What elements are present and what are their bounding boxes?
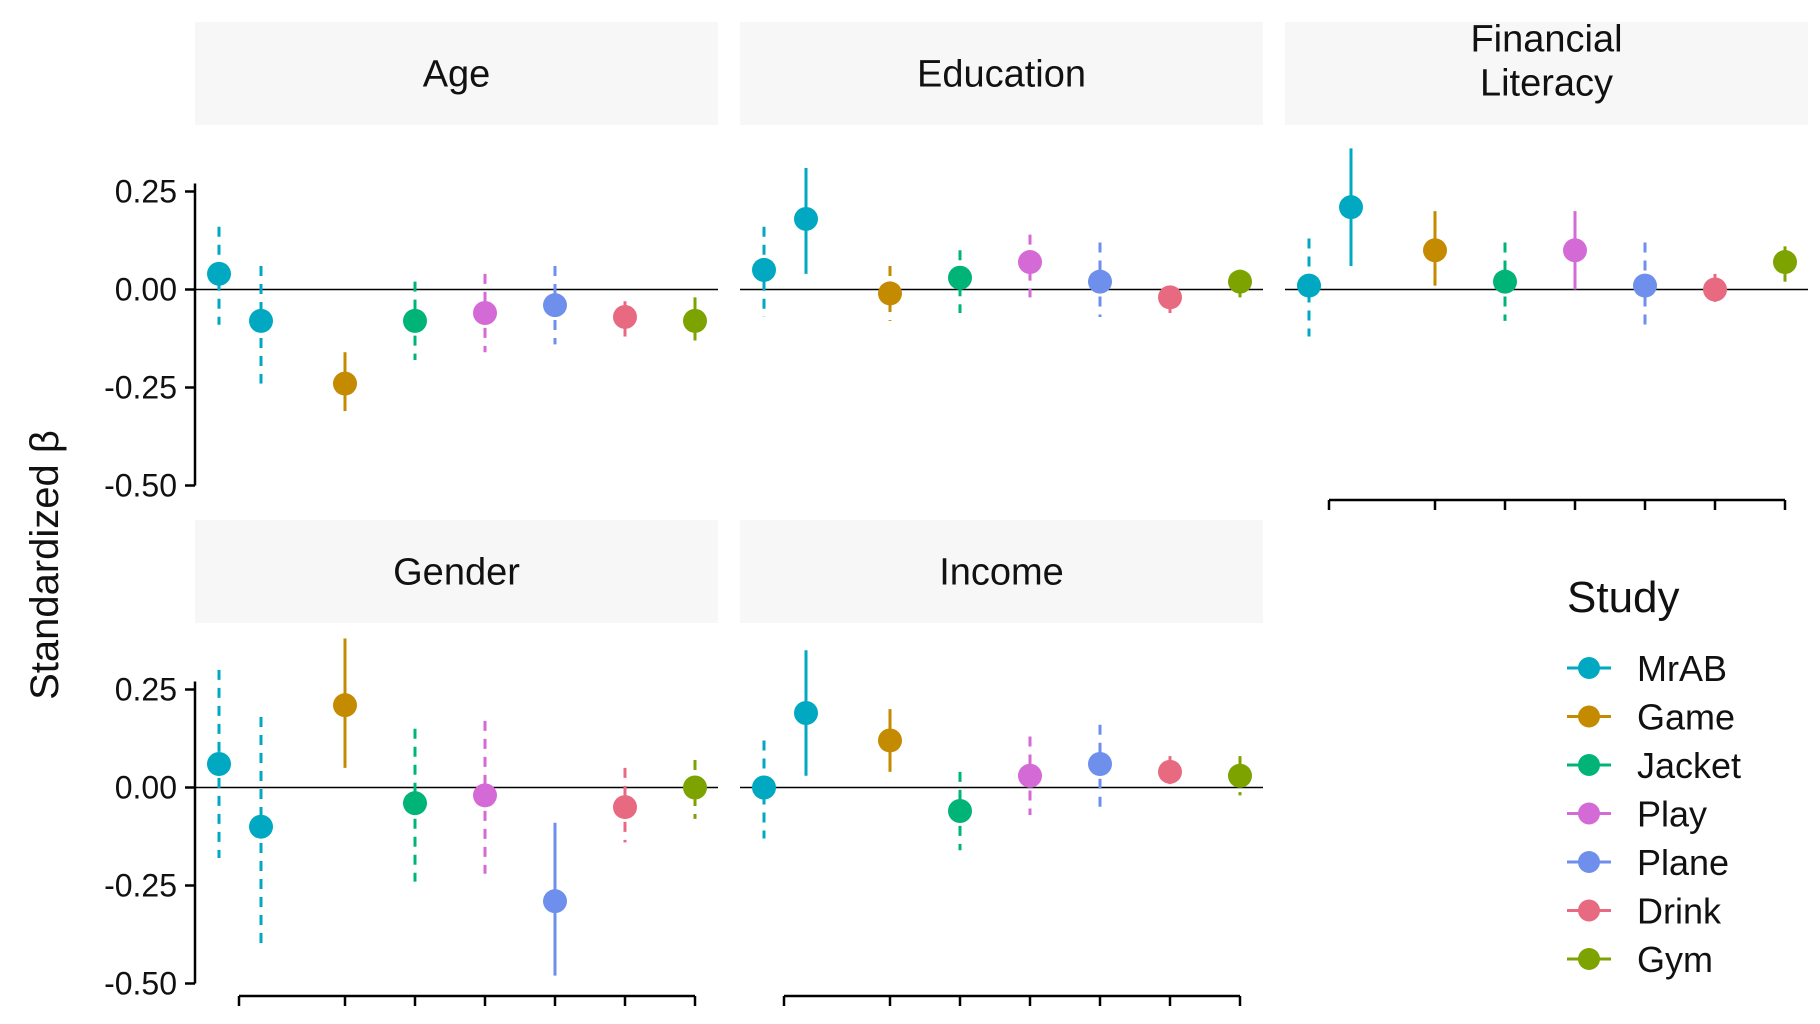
panel-financial-literacy: Financial Literacy <box>1285 19 1808 510</box>
legend-marker <box>1578 948 1600 970</box>
y-tick-label: 0.00 <box>115 272 177 308</box>
point-gym <box>1228 763 1252 788</box>
legend-title: Study <box>1567 573 1680 622</box>
point-play <box>1018 763 1042 788</box>
facet-title: Financial Literacy <box>1470 19 1622 105</box>
legend-marker <box>1578 802 1600 825</box>
point-drink <box>1703 277 1727 302</box>
point-jacket <box>403 791 427 816</box>
legend-label: MrAB <box>1637 648 1727 689</box>
point-mrab <box>207 751 231 776</box>
point-drink <box>1158 285 1182 310</box>
point-game <box>333 371 357 396</box>
point-mrab <box>752 257 776 282</box>
y-axis-label: Standardized β <box>23 430 67 700</box>
point-drink <box>1158 759 1182 784</box>
facet-title: Gender <box>393 552 520 594</box>
legend-item-jacket: Jacket <box>1567 745 1741 786</box>
point-mrab <box>794 206 818 231</box>
point-gym <box>1773 250 1797 275</box>
point-game <box>878 728 902 753</box>
legend-item-gym: Gym <box>1567 939 1713 980</box>
point-mrab <box>794 701 818 726</box>
facet-strip <box>740 22 1263 125</box>
point-play <box>473 783 497 808</box>
point-mrab <box>249 814 273 839</box>
point-jacket <box>948 799 972 824</box>
point-gym <box>683 775 707 800</box>
facet-strip <box>1285 22 1808 125</box>
facet-title: Age <box>423 54 491 96</box>
legend-label: Drink <box>1637 891 1722 932</box>
y-tick-label: -0.25 <box>104 868 177 904</box>
panel-income: Income <box>740 520 1263 1006</box>
point-play <box>1563 238 1587 263</box>
facet-strip <box>195 520 718 623</box>
point-jacket <box>948 265 972 290</box>
y-tick-label: 0.25 <box>115 174 177 210</box>
panel-education: Education <box>740 22 1263 321</box>
y-tick-label: -0.25 <box>104 370 177 406</box>
legend-marker <box>1578 657 1600 679</box>
legend-label: Jacket <box>1637 745 1741 786</box>
facet-panels: Age 0.25 0.00 -0.25 -0.50 Education Financial L… <box>104 19 1808 1006</box>
point-game <box>1423 238 1447 263</box>
y-tick-label: 0.00 <box>115 770 177 806</box>
panel-gender: Gender 0.25 0.00 -0.25 -0.50 <box>104 520 718 1006</box>
y-tick-label: 0.25 <box>115 672 177 708</box>
facet-title: Income <box>939 552 1064 594</box>
point-plane <box>1633 273 1657 298</box>
point-drink <box>613 304 637 329</box>
point-plane <box>1088 751 1112 776</box>
point-jacket <box>1493 269 1517 294</box>
point-play <box>473 301 497 326</box>
point-play <box>1018 250 1042 275</box>
point-gym <box>1228 269 1252 294</box>
legend-item-play: Play <box>1567 794 1707 835</box>
legend: Study MrAB Game Jacket Play Plane Drink Gym <box>1567 573 1741 980</box>
legend-marker <box>1578 705 1600 728</box>
legend-label: Plane <box>1637 842 1729 883</box>
legend-item-mrab: MrAB <box>1567 648 1727 689</box>
legend-marker <box>1578 754 1600 776</box>
legend-label: Game <box>1637 697 1735 738</box>
panel-age: Age 0.25 0.00 -0.25 -0.50 <box>104 22 718 504</box>
y-tick-label: -0.50 <box>104 468 177 504</box>
point-mrab <box>752 775 776 800</box>
point-game <box>878 281 902 306</box>
facet-title: Education <box>917 54 1086 96</box>
point-mrab <box>1339 195 1363 220</box>
point-mrab <box>249 308 273 333</box>
point-mrab <box>1297 273 1321 298</box>
point-game <box>333 693 357 718</box>
point-mrab <box>207 261 231 286</box>
y-tick-label: -0.50 <box>104 966 177 1002</box>
point-plane <box>1088 269 1112 294</box>
legend-marker <box>1578 851 1600 873</box>
point-plane <box>543 293 567 318</box>
legend-label: Play <box>1637 794 1707 835</box>
legend-item-game: Game <box>1567 697 1735 738</box>
legend-marker <box>1578 899 1600 922</box>
point-gym <box>683 308 707 333</box>
point-jacket <box>403 308 427 333</box>
facet-strip <box>740 520 1263 623</box>
legend-item-plane: Plane <box>1567 842 1729 883</box>
legend-label: Gym <box>1637 939 1713 980</box>
point-drink <box>613 795 637 820</box>
point-plane <box>543 889 567 914</box>
legend-item-drink: Drink <box>1567 891 1722 932</box>
facet-strip <box>195 22 718 125</box>
